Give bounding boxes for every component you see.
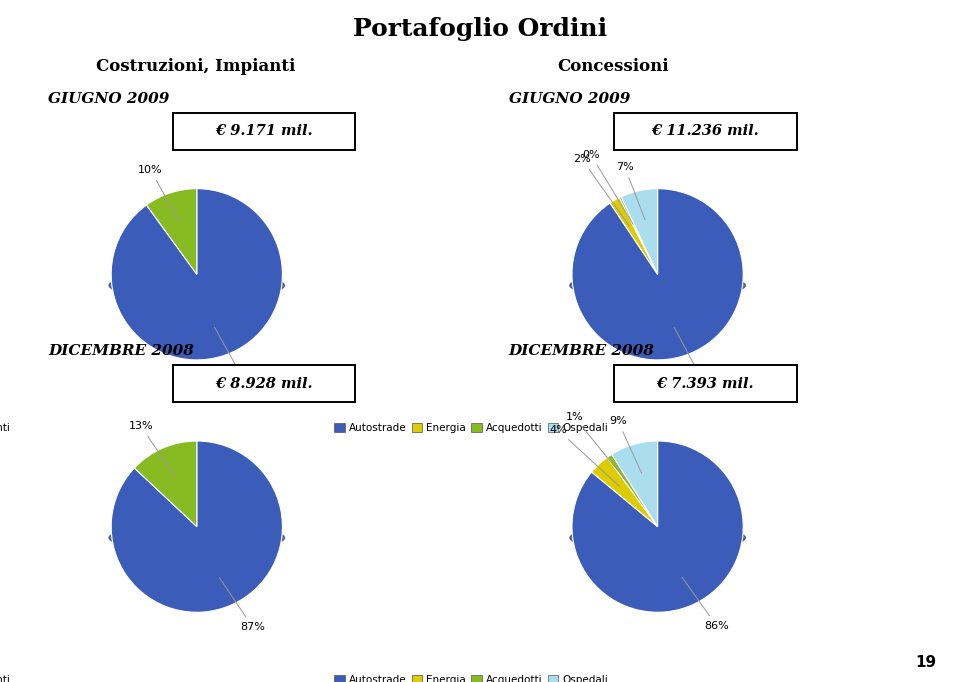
- Ellipse shape: [109, 525, 284, 550]
- Text: € 8.928 mil.: € 8.928 mil.: [215, 376, 313, 391]
- Wedge shape: [591, 458, 658, 527]
- Ellipse shape: [570, 273, 745, 298]
- Text: GIUGNO 2009: GIUGNO 2009: [48, 91, 169, 106]
- Text: Portafoglio Ordini: Portafoglio Ordini: [353, 17, 607, 41]
- Text: DICEMBRE 2008: DICEMBRE 2008: [48, 344, 194, 358]
- Legend: Costruzioni, Impianti: Costruzioni, Impianti: [0, 671, 13, 682]
- Wedge shape: [608, 454, 658, 527]
- Text: 2%: 2%: [573, 155, 630, 226]
- Wedge shape: [612, 441, 658, 527]
- Wedge shape: [619, 196, 658, 274]
- Text: 4%: 4%: [549, 425, 619, 486]
- Wedge shape: [611, 198, 658, 274]
- Legend: Autostrade, Energia, Acquedotti, Ospedali: Autostrade, Energia, Acquedotti, Ospedal…: [330, 419, 612, 437]
- Text: 91%: 91%: [674, 327, 714, 384]
- Text: 0%: 0%: [582, 150, 633, 224]
- Text: 10%: 10%: [138, 165, 180, 222]
- Ellipse shape: [109, 273, 284, 298]
- Wedge shape: [572, 189, 743, 360]
- Wedge shape: [134, 441, 197, 527]
- Text: 86%: 86%: [682, 577, 729, 631]
- Text: 90%: 90%: [214, 327, 255, 383]
- Text: 1%: 1%: [565, 412, 626, 481]
- Text: Concessioni: Concessioni: [557, 58, 668, 75]
- Text: 9%: 9%: [610, 417, 641, 473]
- Text: 19: 19: [915, 655, 936, 670]
- Text: Costruzioni, Impianti: Costruzioni, Impianti: [96, 58, 296, 75]
- Wedge shape: [572, 441, 743, 612]
- Wedge shape: [147, 189, 197, 274]
- Legend: Costruzioni, Impianti: Costruzioni, Impianti: [0, 419, 13, 437]
- Text: GIUGNO 2009: GIUGNO 2009: [509, 91, 630, 106]
- Wedge shape: [111, 441, 282, 612]
- Text: € 7.393 mil.: € 7.393 mil.: [657, 376, 755, 391]
- Text: 13%: 13%: [129, 421, 174, 475]
- Text: 7%: 7%: [616, 162, 645, 220]
- Legend: Autostrade, Energia, Acquedotti, Ospedali: Autostrade, Energia, Acquedotti, Ospedal…: [330, 671, 612, 682]
- Wedge shape: [621, 189, 658, 274]
- Text: DICEMBRE 2008: DICEMBRE 2008: [509, 344, 655, 358]
- Ellipse shape: [570, 525, 745, 550]
- Text: € 11.236 mil.: € 11.236 mil.: [652, 124, 759, 138]
- Text: € 9.171 mil.: € 9.171 mil.: [215, 124, 313, 138]
- Text: 87%: 87%: [220, 578, 265, 632]
- Wedge shape: [111, 189, 282, 360]
